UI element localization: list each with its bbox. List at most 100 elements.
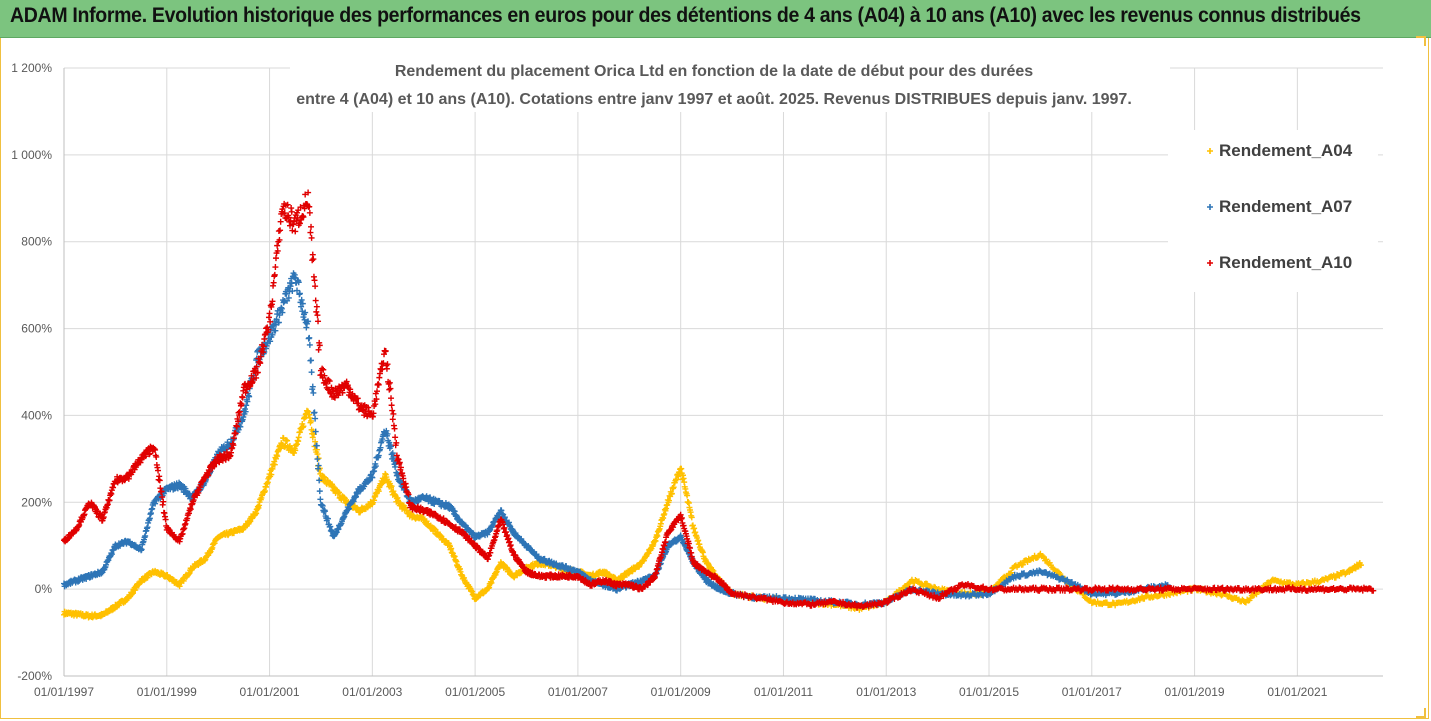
y-tick-label: -200% (17, 669, 52, 683)
data-point (313, 308, 320, 315)
data-point (305, 318, 312, 325)
data-point (315, 462, 322, 469)
data-point (240, 413, 247, 420)
data-point (1008, 569, 1015, 576)
x-tick-label: 01/01/2015 (959, 685, 1019, 699)
data-point (299, 300, 306, 307)
data-point (392, 434, 399, 441)
data-point (274, 242, 281, 249)
x-tick-label: 01/01/2011 (754, 685, 813, 699)
data-point (310, 256, 317, 263)
x-tick-label: 01/01/2007 (548, 685, 608, 699)
data-point (375, 381, 382, 388)
data-point (390, 410, 397, 417)
y-tick-label: 400% (21, 408, 52, 422)
data-point (688, 514, 695, 521)
data-point (312, 428, 319, 435)
data-point (309, 383, 316, 390)
data-point (266, 310, 273, 317)
chart: Rendement du placement Orica Ltd en fonc… (11, 52, 1383, 699)
x-tick-label: 01/01/2009 (651, 685, 711, 699)
header-bar: ADAM Informe. Evolution historique des p… (0, 0, 1431, 38)
plot-area (61, 189, 1377, 621)
data-point (369, 474, 376, 481)
data-point (277, 445, 284, 452)
series-rendement-a10 (61, 189, 1377, 611)
data-point (267, 338, 274, 345)
data-point (272, 264, 279, 271)
data-point (384, 430, 391, 437)
data-point (1039, 553, 1046, 560)
data-point (288, 208, 295, 215)
frame-corner-marker (1416, 708, 1426, 718)
y-axis: -200%0%200%400%600%800%1 000%1 200% (11, 61, 52, 683)
data-point (336, 489, 343, 496)
data-point (271, 271, 278, 278)
y-tick-label: 600% (21, 322, 52, 336)
chart-title-line-2: entre 4 (A04) et 10 ans (A10). Cotations… (296, 91, 1132, 108)
data-point (142, 453, 149, 460)
data-point (684, 492, 691, 499)
data-point (155, 467, 162, 474)
data-point (158, 488, 165, 495)
x-tick-label: 01/01/2005 (445, 685, 505, 699)
data-point (295, 279, 302, 286)
data-point (389, 407, 396, 414)
data-point (125, 475, 132, 482)
data-point (312, 438, 319, 445)
x-tick-label: 01/01/2001 (240, 685, 300, 699)
data-point (388, 402, 395, 409)
data-point (159, 494, 166, 501)
data-point (242, 408, 249, 415)
x-tick-label: 01/01/2019 (1165, 685, 1225, 699)
chart-title-box: Rendement du placement Orica Ltd en fonc… (290, 52, 1170, 112)
data-point (244, 398, 251, 405)
data-point (668, 490, 675, 497)
page-title: ADAM Informe. Evolution historique des p… (10, 4, 1361, 27)
data-point (1043, 556, 1050, 563)
data-point (391, 425, 398, 432)
data-point (205, 472, 212, 479)
data-point (284, 437, 291, 444)
data-point (292, 228, 299, 235)
data-point (315, 318, 322, 325)
data-point (313, 303, 320, 310)
data-point (306, 334, 313, 341)
data-point (309, 257, 316, 264)
data-point (316, 488, 323, 495)
data-point (308, 369, 315, 376)
data-point (287, 283, 294, 290)
data-point (270, 279, 277, 286)
x-tick-label: 01/01/2017 (1062, 685, 1122, 699)
legend-label: Rendement_A04 (1219, 141, 1353, 160)
data-point (246, 393, 253, 400)
data-point (1336, 572, 1343, 579)
data-point (271, 461, 278, 468)
x-tick-label: 01/01/1999 (137, 685, 197, 699)
data-point (315, 455, 322, 462)
data-point (1007, 570, 1014, 577)
data-point (306, 341, 313, 348)
series-rendement-a07 (61, 270, 1171, 609)
data-point (313, 442, 320, 449)
data-point (153, 453, 160, 460)
data-point (1358, 562, 1364, 569)
data-point (302, 309, 309, 316)
x-axis: 01/01/1997 01/01/1999 01/01/2001 01/01/2003… (34, 685, 1328, 699)
y-tick-label: 800% (21, 235, 52, 249)
data-point (156, 477, 163, 484)
data-point (386, 386, 393, 393)
data-point (216, 459, 223, 466)
data-point (307, 229, 314, 236)
data-point (294, 287, 301, 294)
data-point (315, 346, 322, 353)
data-point (311, 277, 318, 284)
data-point (312, 415, 319, 422)
y-tick-label: 0% (35, 582, 53, 596)
x-tick-label: 01/01/1997 (34, 685, 94, 699)
chart-title-backdrop (290, 52, 1170, 112)
legend-label: Rendement_A10 (1219, 253, 1352, 272)
data-point (309, 434, 316, 441)
data-point (388, 443, 395, 450)
